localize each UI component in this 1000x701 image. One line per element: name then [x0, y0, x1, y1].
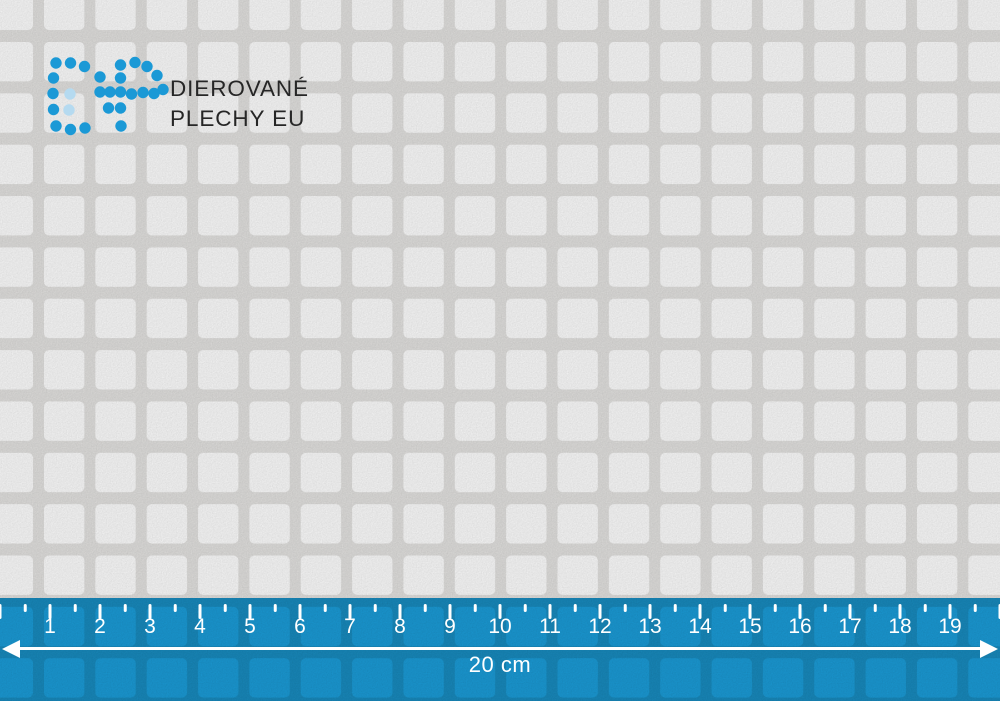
ruler-tick-minor	[123, 604, 127, 612]
ruler-tick-major	[148, 604, 152, 619]
ruler-tick-minor	[773, 604, 777, 612]
ruler-tick-minor	[823, 604, 827, 612]
ruler-tick-major	[248, 604, 252, 619]
ruler-tick-minor	[973, 604, 977, 612]
ruler-number: 3	[144, 615, 156, 638]
ruler-tick-minor	[223, 604, 227, 612]
ruler-number: 10	[488, 615, 512, 638]
dp-logo-mark-icon	[47, 56, 169, 136]
ruler-number: 8	[394, 615, 406, 638]
ruler-tick-minor	[373, 604, 377, 612]
ruler-number: 2	[94, 615, 106, 638]
ruler-number: 14	[688, 615, 712, 638]
ruler-number: 12	[588, 615, 612, 638]
ruler-tick-major	[798, 604, 802, 619]
ruler-tick-major	[748, 604, 752, 619]
brand-wordmark: DIEROVANÉ PLECHY EU	[170, 74, 309, 134]
ruler-number: 1	[44, 615, 56, 638]
brand-name-line2: PLECHY EU	[170, 106, 306, 131]
ruler-tick-minor	[523, 604, 527, 612]
ruler-tick-minor	[423, 604, 427, 612]
ruler-number: 11	[539, 615, 561, 638]
ruler: 1 2 3 4 5 6 7 8 9 10 11 12 13 14 15 16 17 18 19 20 cm	[0, 598, 1000, 701]
ruler-tick-minor	[723, 604, 727, 612]
ruler-tick-major	[848, 604, 852, 619]
ruler-tick-major	[598, 604, 602, 619]
ruler-tick-major	[0, 604, 2, 619]
ruler-tick-major	[298, 604, 302, 619]
ruler-tick-minor	[323, 604, 327, 612]
dimension-line	[16, 647, 984, 650]
ruler-number: 19	[938, 615, 962, 638]
ruler-tick-minor	[473, 604, 477, 612]
ruler-tick-minor	[673, 604, 677, 612]
ruler-number: 7	[344, 615, 356, 638]
ruler-number: 17	[838, 615, 862, 638]
ruler-tick-minor	[873, 604, 877, 612]
arrowhead-left-icon	[2, 640, 20, 658]
dimension-label: 20 cm	[468, 652, 532, 677]
ruler-tick-major	[398, 604, 402, 619]
ruler-tick-major	[998, 604, 1000, 619]
ruler-number: 5	[244, 615, 256, 638]
ruler-number: 16	[788, 615, 812, 638]
ruler-number: 9	[444, 615, 456, 638]
ruler-tick-minor	[273, 604, 277, 612]
ruler-tick-major	[948, 604, 952, 619]
ruler-number: 4	[194, 615, 206, 638]
ruler-number: 18	[888, 615, 912, 638]
ruler-tick-major	[548, 604, 552, 619]
ruler-tick-major	[48, 604, 52, 619]
ruler-tick-minor	[573, 604, 577, 612]
ruler-tick-minor	[73, 604, 77, 612]
ruler-tick-major	[498, 604, 502, 619]
ruler-tick-major	[98, 604, 102, 619]
ruler-tick-minor	[923, 604, 927, 612]
ruler-number: 13	[638, 615, 662, 638]
brand-name-line1: DIEROVANÉ	[170, 76, 309, 101]
ruler-tick-minor	[23, 604, 27, 612]
arrowhead-right-icon	[980, 640, 998, 658]
ruler-tick-major	[698, 604, 702, 619]
ruler-tick-minor	[173, 604, 177, 612]
ruler-tick-major	[448, 604, 452, 619]
ruler-tick-minor	[623, 604, 627, 612]
ruler-tick-major	[898, 604, 902, 619]
ruler-number: 6	[294, 615, 306, 638]
ruler-number: 15	[738, 615, 762, 638]
ruler-tick-major	[348, 604, 352, 619]
ruler-tick-major	[648, 604, 652, 619]
ruler-tick-major	[198, 604, 202, 619]
